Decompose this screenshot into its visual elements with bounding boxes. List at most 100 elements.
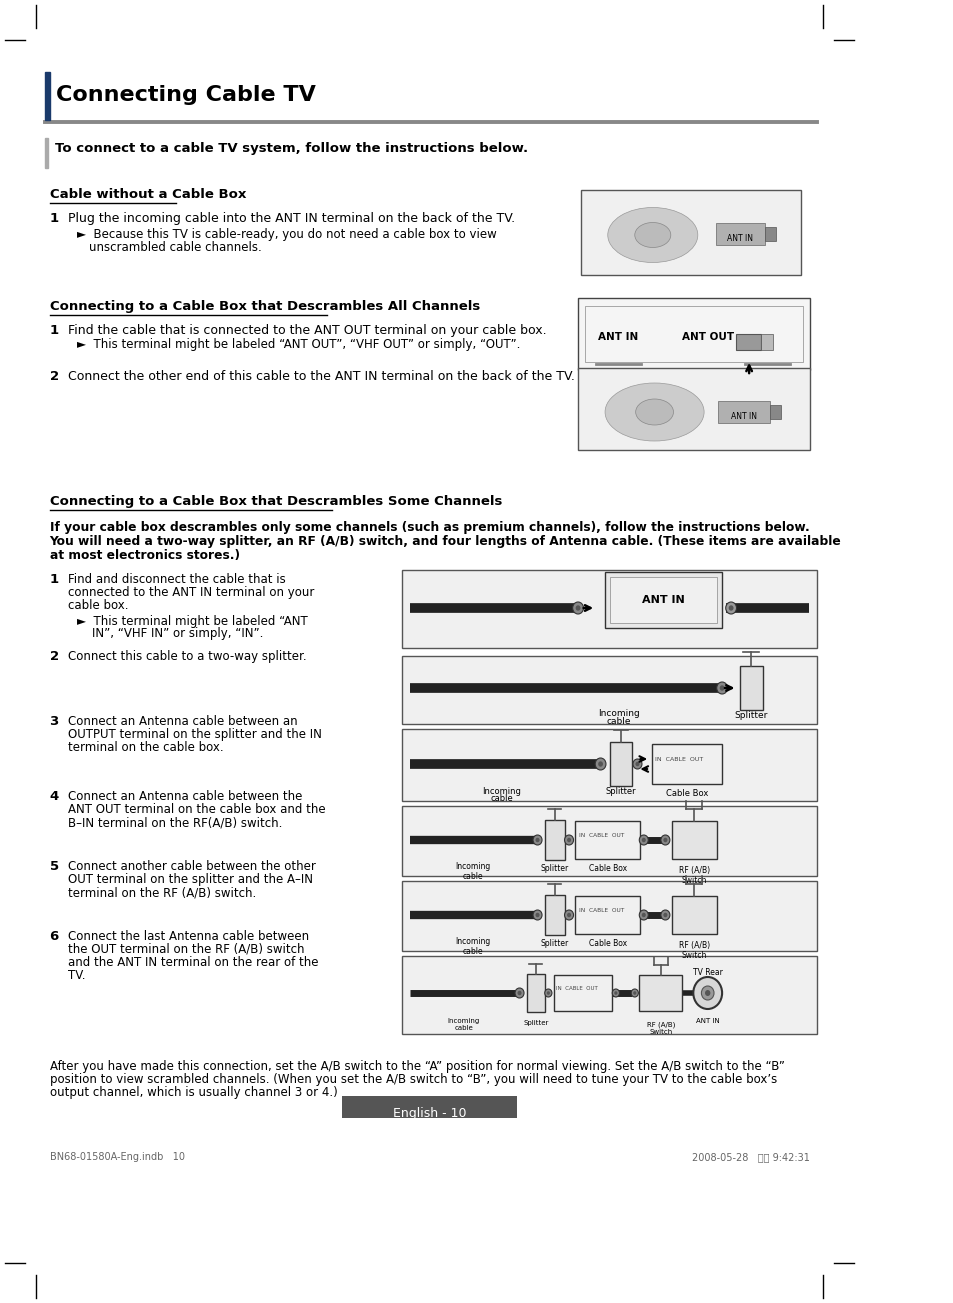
Text: 2008-05-28   오후 9:42:31: 2008-05-28 오후 9:42:31: [691, 1152, 808, 1162]
Circle shape: [564, 909, 573, 920]
Text: If your cable box descrambles only some channels (such as premium channels), fol: If your cable box descrambles only some …: [50, 521, 808, 534]
Text: output channel, which is usually channel 3 or 4.): output channel, which is usually channel…: [50, 1085, 337, 1098]
Text: ANT IN: ANT IN: [598, 332, 638, 341]
Bar: [671, 896, 716, 934]
Text: TV.: TV.: [68, 969, 85, 982]
Bar: [609, 741, 632, 786]
Bar: [402, 728, 816, 801]
Bar: [671, 821, 716, 859]
Text: unscrambled cable channels.: unscrambled cable channels.: [89, 241, 262, 254]
Text: ANT IN: ANT IN: [730, 412, 756, 421]
Circle shape: [566, 838, 571, 842]
Circle shape: [598, 761, 602, 766]
Circle shape: [693, 977, 721, 1009]
Bar: [45, 72, 50, 120]
Bar: [717, 401, 769, 423]
Text: at most electronics stores.): at most electronics stores.): [50, 549, 239, 562]
Bar: [578, 367, 809, 450]
Text: RF (A/B)
Switch: RF (A/B) Switch: [678, 941, 709, 960]
Bar: [402, 956, 816, 1035]
Circle shape: [700, 986, 713, 999]
Text: RF (A/B)
Switch: RF (A/B) Switch: [678, 866, 709, 886]
Text: Connecting to a Cable Box that Descrambles All Channels: Connecting to a Cable Box that Descrambl…: [50, 300, 479, 313]
Text: ANT IN: ANT IN: [695, 1018, 719, 1024]
Bar: [639, 975, 681, 1011]
Text: Find and disconnect the cable that is: Find and disconnect the cable that is: [68, 573, 285, 586]
Text: OUTPUT terminal on the splitter and the IN: OUTPUT terminal on the splitter and the …: [68, 728, 321, 741]
Text: the OUT terminal on the RF (A/B) switch: the OUT terminal on the RF (A/B) switch: [68, 943, 304, 956]
Text: IN  CABLE  OUT: IN CABLE OUT: [578, 833, 623, 838]
Circle shape: [533, 909, 541, 920]
Circle shape: [719, 685, 723, 691]
Bar: [604, 572, 721, 628]
Bar: [544, 820, 564, 860]
Text: Find the cable that is connected to the ANT OUT terminal on your cable box.: Find the cable that is connected to the …: [68, 324, 545, 337]
Text: 1: 1: [50, 324, 58, 337]
Text: ANT IN: ANT IN: [726, 235, 752, 242]
Text: Cable without a Cable Box: Cable without a Cable Box: [50, 188, 246, 201]
Bar: [342, 1096, 517, 1118]
Bar: [584, 306, 802, 362]
Circle shape: [614, 992, 617, 994]
Circle shape: [660, 909, 669, 920]
Bar: [578, 298, 809, 370]
Text: Incoming: Incoming: [598, 709, 639, 718]
Circle shape: [546, 992, 549, 994]
Text: IN  CABLE  OUT: IN CABLE OUT: [655, 757, 703, 761]
Circle shape: [535, 912, 539, 917]
Circle shape: [544, 989, 552, 997]
Text: Connect this cable to a two-way splitter.: Connect this cable to a two-way splitter…: [68, 650, 306, 663]
Circle shape: [533, 835, 541, 846]
Bar: [760, 334, 773, 351]
Circle shape: [633, 992, 636, 994]
Circle shape: [635, 762, 639, 766]
Circle shape: [515, 988, 523, 998]
Bar: [715, 223, 764, 245]
Text: TV Rear: TV Rear: [692, 968, 721, 977]
Text: Splitter: Splitter: [734, 711, 767, 721]
Text: 6: 6: [50, 930, 59, 943]
Circle shape: [632, 760, 641, 769]
Ellipse shape: [635, 399, 673, 425]
Text: ►  This terminal might be labeled “ANT OUT”, “VHF OUT” or simply, “OUT”.: ► This terminal might be labeled “ANT OU…: [76, 337, 519, 351]
Bar: [580, 190, 801, 275]
Circle shape: [641, 912, 645, 917]
Text: Splitter: Splitter: [540, 939, 568, 949]
Ellipse shape: [607, 207, 697, 262]
Circle shape: [660, 835, 669, 846]
Text: Connecting to a Cable Box that Descrambles Some Channels: Connecting to a Cable Box that Descrambl…: [50, 495, 501, 508]
Text: After you have made this connection, set the A/B switch to the “A” position for : After you have made this connection, set…: [50, 1061, 783, 1072]
Text: cable: cable: [606, 717, 630, 726]
Text: You will need a two-way splitter, an RF (A/B) switch, and four lengths of Antenn: You will need a two-way splitter, an RF …: [50, 536, 841, 549]
Text: B–IN terminal on the RF(A/B) switch.: B–IN terminal on the RF(A/B) switch.: [68, 816, 281, 829]
Text: IN”, “VHF IN” or simply, “IN”.: IN”, “VHF IN” or simply, “IN”.: [76, 627, 263, 640]
Bar: [735, 334, 760, 351]
Text: terminal on the cable box.: terminal on the cable box.: [68, 741, 223, 754]
Text: Connect an Antenna cable between an: Connect an Antenna cable between an: [68, 715, 296, 728]
Text: ANT OUT: ANT OUT: [680, 332, 733, 341]
Bar: [402, 655, 816, 724]
Text: OUT terminal on the splitter and the A–IN: OUT terminal on the splitter and the A–I…: [68, 873, 313, 886]
Circle shape: [612, 989, 618, 997]
Bar: [764, 227, 776, 241]
Text: position to view scrambled channels. (When you set the A/B switch to “B”, you wi: position to view scrambled channels. (Wh…: [50, 1072, 776, 1085]
Circle shape: [572, 602, 583, 614]
Text: Splitter: Splitter: [540, 864, 568, 873]
Circle shape: [566, 912, 571, 917]
Ellipse shape: [604, 383, 703, 440]
Ellipse shape: [634, 223, 670, 248]
Bar: [575, 896, 639, 934]
Circle shape: [662, 912, 667, 917]
Text: ►  This terminal might be labeled “ANT: ► This terminal might be labeled “ANT: [76, 615, 307, 628]
Text: IN  CABLE  OUT: IN CABLE OUT: [556, 985, 598, 990]
Text: 3: 3: [50, 715, 59, 728]
Circle shape: [564, 835, 573, 846]
Text: Splitter: Splitter: [522, 1020, 548, 1025]
Circle shape: [639, 835, 648, 846]
Bar: [610, 577, 716, 623]
Text: connected to the ANT IN terminal on your: connected to the ANT IN terminal on your: [68, 586, 314, 599]
Text: Cable Box: Cable Box: [588, 864, 626, 873]
Text: Splitter: Splitter: [605, 787, 636, 796]
Text: To connect to a cable TV system, follow the instructions below.: To connect to a cable TV system, follow …: [55, 142, 528, 155]
Text: Plug the incoming cable into the ANT IN terminal on the back of the TV.: Plug the incoming cable into the ANT IN …: [68, 212, 514, 225]
